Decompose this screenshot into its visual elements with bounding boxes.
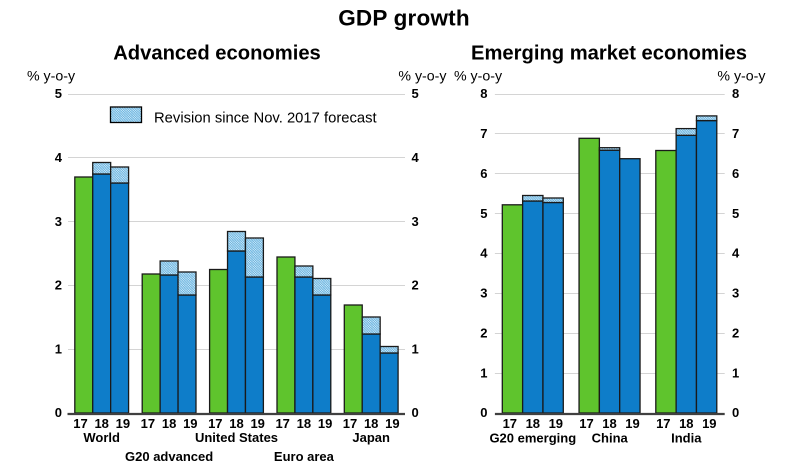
svg-text:Japan: Japan	[352, 430, 390, 445]
svg-text:G20 emerging: G20 emerging	[489, 431, 576, 446]
svg-text:5: 5	[412, 86, 419, 101]
svg-text:18: 18	[94, 416, 108, 431]
svg-text:3: 3	[480, 286, 487, 301]
svg-text:2: 2	[55, 278, 62, 293]
svg-text:3: 3	[732, 286, 739, 301]
svg-text:18: 18	[526, 416, 540, 431]
svg-text:17: 17	[579, 416, 593, 431]
svg-text:G20 advanced: G20 advanced	[125, 449, 213, 464]
svg-text:4: 4	[732, 246, 740, 261]
svg-text:17: 17	[656, 416, 670, 431]
svg-text:8: 8	[732, 86, 739, 101]
svg-text:0: 0	[412, 405, 419, 420]
svg-text:GDP growth: GDP growth	[338, 6, 470, 31]
svg-text:% y-o-y: % y-o-y	[454, 69, 503, 85]
svg-text:4: 4	[480, 246, 488, 261]
svg-text:18: 18	[602, 416, 616, 431]
svg-text:2: 2	[732, 325, 739, 340]
svg-text:% y-o-y: % y-o-y	[27, 69, 76, 85]
svg-text:4: 4	[55, 150, 63, 165]
svg-text:17: 17	[73, 416, 87, 431]
svg-text:2: 2	[480, 325, 487, 340]
svg-text:17: 17	[141, 416, 155, 431]
svg-text:1: 1	[55, 341, 62, 356]
svg-text:6: 6	[480, 166, 487, 181]
svg-text:0: 0	[732, 405, 739, 420]
svg-text:Revision since Nov. 2017 forec: Revision since Nov. 2017 forecast	[154, 111, 377, 127]
svg-text:5: 5	[480, 206, 487, 221]
svg-text:Emerging market economies: Emerging market economies	[471, 43, 747, 65]
svg-text:5: 5	[732, 206, 739, 221]
svg-text:1: 1	[732, 365, 739, 380]
svg-text:18: 18	[364, 416, 378, 431]
svg-text:Euro area: Euro area	[274, 449, 335, 464]
svg-text:7: 7	[732, 126, 739, 141]
svg-text:China: China	[592, 431, 629, 446]
svg-text:3: 3	[412, 214, 419, 229]
svg-text:19: 19	[183, 416, 197, 431]
svg-text:18: 18	[229, 416, 243, 431]
svg-text:3: 3	[55, 214, 62, 229]
svg-text:19: 19	[116, 416, 130, 431]
svg-text:World: World	[83, 430, 120, 445]
svg-text:8: 8	[480, 86, 487, 101]
svg-text:7: 7	[480, 126, 487, 141]
svg-text:1: 1	[412, 341, 419, 356]
svg-text:Advanced economies: Advanced economies	[113, 43, 321, 65]
svg-text:18: 18	[679, 416, 693, 431]
svg-text:17: 17	[503, 416, 517, 431]
svg-text:19: 19	[385, 416, 399, 431]
svg-text:4: 4	[412, 150, 420, 165]
svg-text:% y-o-y: % y-o-y	[398, 69, 447, 85]
svg-text:18: 18	[297, 416, 311, 431]
svg-text:17: 17	[275, 416, 289, 431]
svg-text:19: 19	[625, 416, 639, 431]
svg-text:2: 2	[412, 278, 419, 293]
svg-text:0: 0	[480, 405, 487, 420]
svg-text:5: 5	[55, 86, 62, 101]
svg-text:17: 17	[343, 416, 357, 431]
svg-text:19: 19	[250, 416, 264, 431]
svg-text:18: 18	[162, 416, 176, 431]
svg-text:India: India	[671, 431, 702, 446]
svg-text:6: 6	[732, 166, 739, 181]
svg-text:% y-o-y: % y-o-y	[717, 69, 766, 85]
svg-text:19: 19	[702, 416, 716, 431]
svg-text:17: 17	[208, 416, 222, 431]
svg-text:United States: United States	[195, 430, 278, 445]
svg-text:19: 19	[549, 416, 563, 431]
svg-text:1: 1	[480, 365, 487, 380]
svg-text:0: 0	[55, 405, 62, 420]
svg-text:19: 19	[318, 416, 332, 431]
